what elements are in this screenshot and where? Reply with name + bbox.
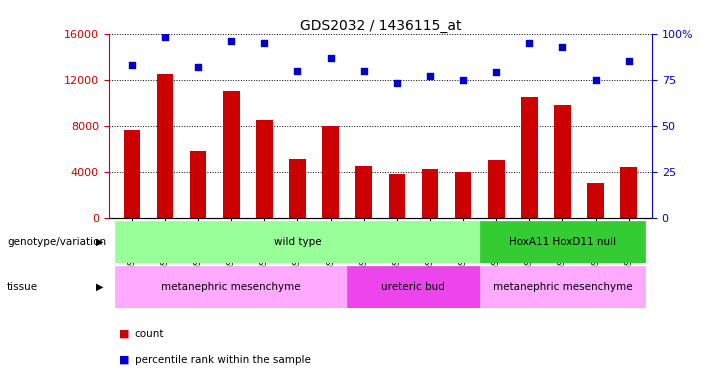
Bar	[223, 91, 240, 218]
Text: metanephric mesenchyme: metanephric mesenchyme	[493, 282, 632, 292]
Bar	[347, 266, 479, 308]
Point	[159, 34, 170, 40]
Bar	[388, 174, 405, 217]
Bar	[190, 151, 206, 217]
Text: ureteric bud: ureteric bud	[381, 282, 445, 292]
Point	[292, 68, 303, 74]
Text: ■: ■	[119, 329, 130, 339]
Point	[325, 55, 336, 61]
Bar	[290, 159, 306, 218]
Point	[623, 58, 634, 64]
Point	[424, 73, 435, 79]
Point	[491, 69, 502, 75]
Point	[358, 68, 369, 74]
Bar	[256, 120, 273, 218]
Bar	[422, 169, 438, 217]
Bar	[157, 74, 173, 217]
Bar	[123, 130, 140, 218]
Text: HoxA11 HoxD11 null: HoxA11 HoxD11 null	[509, 237, 616, 247]
Point	[259, 40, 270, 46]
Bar	[587, 183, 604, 218]
Point	[458, 77, 469, 83]
Bar	[620, 167, 637, 218]
Bar	[488, 160, 505, 218]
Text: tissue: tissue	[7, 282, 38, 292]
Text: ▶: ▶	[96, 282, 104, 292]
Bar	[455, 172, 471, 217]
Text: ▶: ▶	[96, 237, 104, 247]
Bar	[479, 266, 646, 308]
Bar	[479, 221, 646, 262]
Bar	[355, 166, 372, 218]
Bar	[115, 221, 479, 262]
Text: percentile rank within the sample: percentile rank within the sample	[135, 355, 311, 365]
Title: GDS2032 / 1436115_at: GDS2032 / 1436115_at	[299, 19, 461, 33]
Text: genotype/variation: genotype/variation	[7, 237, 106, 247]
Text: wild type: wild type	[273, 237, 321, 247]
Bar	[521, 97, 538, 218]
Point	[557, 44, 568, 50]
Text: count: count	[135, 329, 164, 339]
Bar	[115, 266, 347, 308]
Point	[126, 62, 137, 68]
Bar	[554, 105, 571, 218]
Point	[193, 64, 204, 70]
Point	[391, 80, 402, 86]
Point	[524, 40, 535, 46]
Point	[226, 38, 237, 44]
Bar	[322, 126, 339, 218]
Point	[590, 77, 601, 83]
Text: metanephric mesenchyme: metanephric mesenchyme	[161, 282, 301, 292]
Text: ■: ■	[119, 355, 130, 365]
